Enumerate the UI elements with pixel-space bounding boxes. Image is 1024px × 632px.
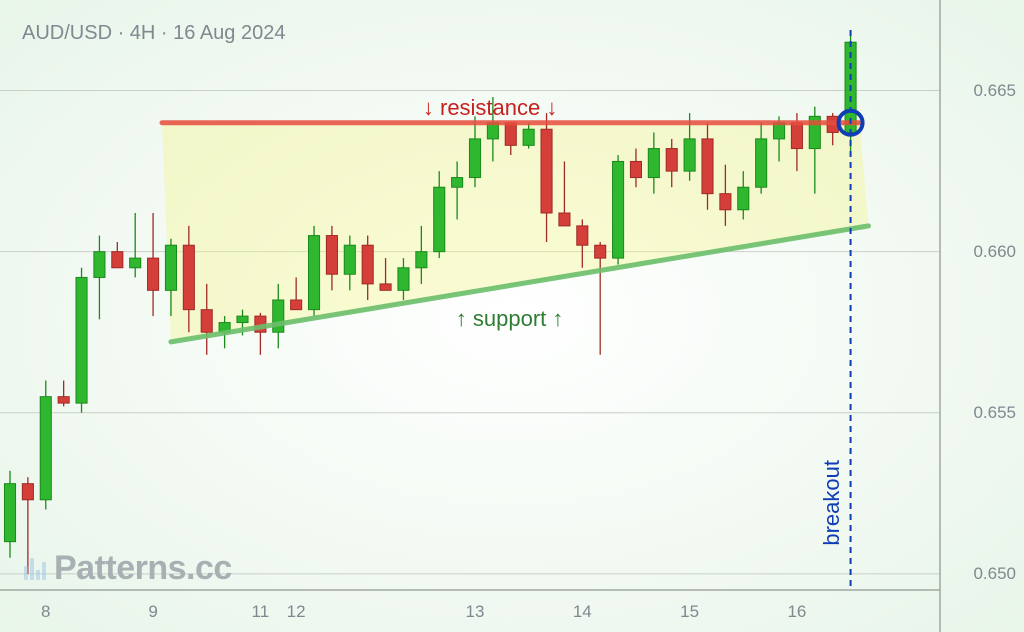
candlestick-chart: AUD/USD · 4H · 16 Aug 2024 0.6500.6550.6… xyxy=(0,0,1024,632)
x-tick-label: 15 xyxy=(680,602,699,622)
support-label: ↑ support ↑ xyxy=(456,306,564,332)
x-tick-label: 16 xyxy=(787,602,806,622)
candlestick-icon xyxy=(24,558,46,580)
y-tick-label: 0.655 xyxy=(973,403,1016,423)
y-tick-label: 0.665 xyxy=(973,81,1016,101)
x-tick-label: 8 xyxy=(41,602,50,622)
x-tick-label: 13 xyxy=(466,602,485,622)
x-tick-label: 11 xyxy=(252,602,270,622)
x-tick-label: 14 xyxy=(573,602,592,622)
resistance-label: ↓ resistance ↓ xyxy=(423,95,558,121)
watermark: Patterns.cc xyxy=(24,549,232,588)
y-tick-label: 0.650 xyxy=(973,564,1016,584)
breakout-label: breakout xyxy=(819,460,845,546)
watermark-text: Patterns.cc xyxy=(54,549,232,588)
y-tick-label: 0.660 xyxy=(973,242,1016,262)
x-tick-label: 9 xyxy=(148,602,157,622)
x-tick-label: 12 xyxy=(287,602,306,622)
